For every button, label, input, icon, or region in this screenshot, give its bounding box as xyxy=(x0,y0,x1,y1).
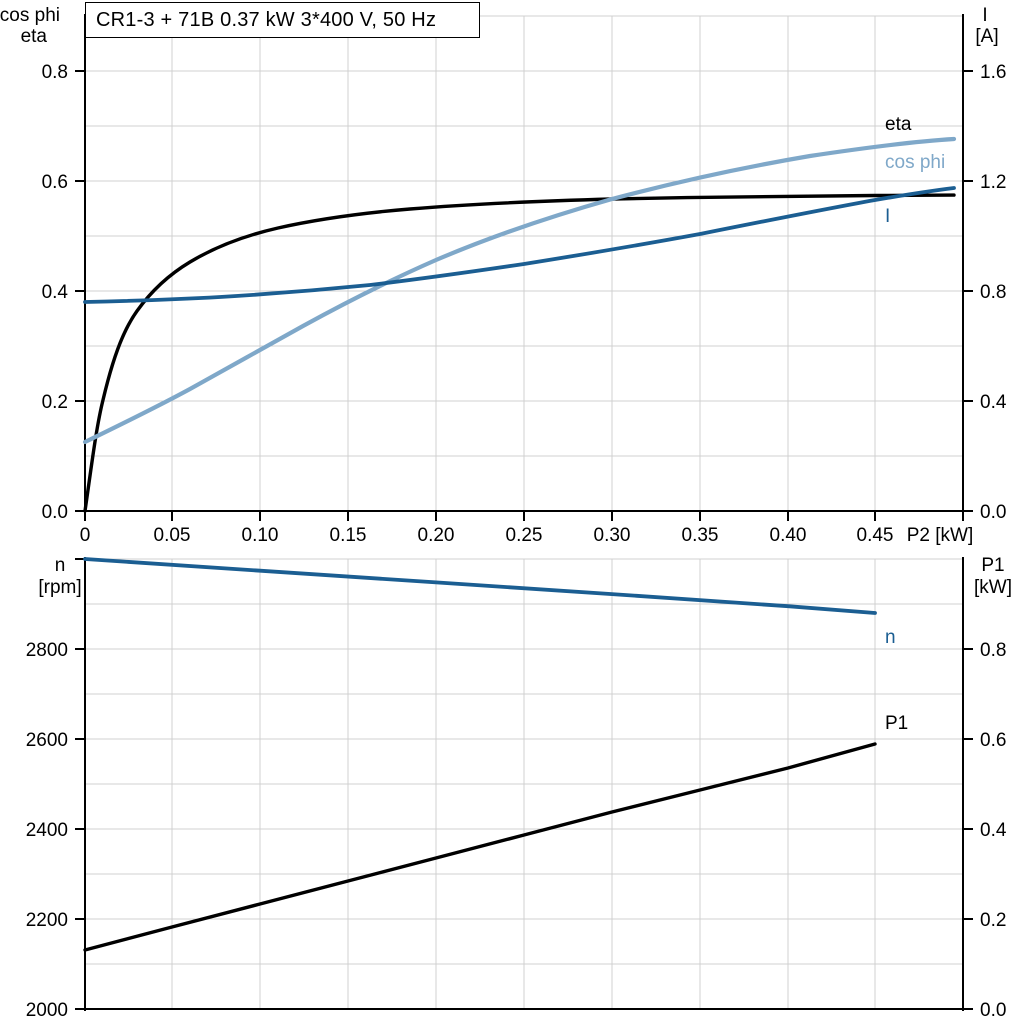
bottom-chart-left-tickmarks xyxy=(75,558,85,1010)
bottom-chart-right-tickmarks xyxy=(963,648,973,1010)
bottom-chart-right-tick-0: 0.0 xyxy=(980,1000,1006,1021)
top-chart-left-tick-1: 0.2 xyxy=(42,392,68,413)
top-chart-left-tick-2: 0.4 xyxy=(42,282,69,303)
bottom-chart-left-tick-4: 2800 xyxy=(26,640,68,661)
top-chart-left-axis-title-line2: eta xyxy=(21,26,48,47)
speed-curve-label: n xyxy=(885,627,896,648)
current-curve-label: I xyxy=(885,206,890,227)
top-chart-left-tick-4: 0.8 xyxy=(42,62,68,83)
top-chart-right-tick-3: 1.2 xyxy=(980,172,1006,193)
bottom-chart-right-tick-2: 0.4 xyxy=(980,820,1007,841)
top-chart-x-tick-1: 0.05 xyxy=(154,525,191,545)
bottom-chart-left-tick-2: 2400 xyxy=(26,820,68,841)
speed-curve xyxy=(83,557,877,615)
eta-curve-label: eta xyxy=(885,114,912,135)
eta-curve xyxy=(83,193,956,513)
bottom-chart-left-tick-3: 2600 xyxy=(26,730,68,751)
power-input-curve-label: P1 xyxy=(885,713,908,734)
bottom-chart-panel: n [rpm] P1 [kW] 2000 2200 2400 2600 2800… xyxy=(26,555,1012,1021)
top-chart-x-tick-0: 0 xyxy=(80,525,91,545)
chart-title-box: CR1-3 + 71B 0.37 kW 3*400 V, 50 Hz xyxy=(85,2,480,38)
top-chart-x-axis-title: P2 [kW] xyxy=(907,525,974,545)
top-chart-panel: cos phi eta I [A] 0.0 0.2 0.4 0.6 0.8 0.… xyxy=(0,5,1007,545)
top-chart-x-tick-7: 0.35 xyxy=(682,525,719,545)
power-input-curve xyxy=(83,742,877,952)
top-chart-left-tick-3: 0.6 xyxy=(42,172,68,193)
bottom-chart-right-tick-4: 0.8 xyxy=(980,640,1006,661)
top-chart-x-tick-8: 0.40 xyxy=(770,525,807,545)
top-chart-x-tick-2: 0.10 xyxy=(242,525,279,545)
top-chart-right-tick-0: 0.0 xyxy=(980,502,1006,523)
bottom-chart-right-tick-3: 0.6 xyxy=(980,730,1006,751)
bottom-chart-left-axis-title-line2: [rpm] xyxy=(38,577,81,598)
top-chart-right-tickmarks xyxy=(963,70,973,512)
cos-phi-curve xyxy=(82,136,957,445)
bottom-chart-left-axis-title-line1: n xyxy=(55,555,66,576)
top-chart-left-axis-title-line1: cos phi xyxy=(0,5,60,26)
bottom-chart-left-tick-1: 2200 xyxy=(26,910,68,931)
top-chart-left-tick-0: 0.0 xyxy=(42,502,68,523)
top-chart-vertical-gridlines xyxy=(171,16,964,511)
top-chart-x-tick-6: 0.30 xyxy=(594,525,631,545)
bottom-chart-vertical-gridlines xyxy=(171,559,964,1009)
bottom-chart-left-tick-0: 2000 xyxy=(26,1000,68,1021)
top-chart-x-tickmarks xyxy=(84,511,964,521)
top-chart-x-tick-9: 0.45 xyxy=(857,525,894,545)
current-curve xyxy=(83,186,956,304)
top-chart-x-tick-5: 0.25 xyxy=(506,525,543,545)
top-chart-x-tick-4: 0.20 xyxy=(418,525,455,545)
top-chart-right-tick-2: 0.8 xyxy=(980,282,1006,303)
top-chart-right-axis-title-line1: I xyxy=(982,5,987,26)
bottom-chart-right-axis-title-line1: P1 xyxy=(981,555,1004,576)
bottom-chart-right-tick-1: 0.2 xyxy=(980,910,1006,931)
top-chart-right-tick-4: 1.6 xyxy=(980,62,1006,83)
bottom-chart-right-axis-title-line2: [kW] xyxy=(974,577,1012,598)
top-chart-x-tick-3: 0.15 xyxy=(330,525,367,545)
top-chart-right-axis-title-line2: [A] xyxy=(975,26,998,47)
top-chart-right-tick-1: 0.4 xyxy=(980,392,1007,413)
chart-title-text: CR1-3 + 71B 0.37 kW 3*400 V, 50 Hz xyxy=(96,8,437,31)
cos-phi-curve-label: cos phi xyxy=(885,152,945,173)
top-chart-left-tickmarks xyxy=(75,70,85,512)
